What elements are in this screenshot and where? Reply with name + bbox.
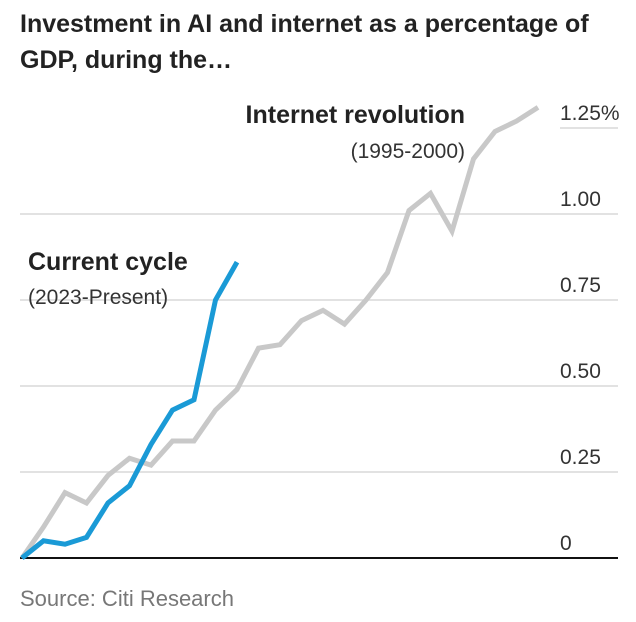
- series-line-internet: [19, 105, 540, 560]
- chart-title: Investment in AI and internet as a perce…: [20, 10, 589, 74]
- legend-current-period: (2023-Present): [28, 286, 168, 309]
- source-note: Source: Citi Research: [20, 586, 234, 611]
- legend-internet-period: (1995-2000): [351, 140, 465, 163]
- legend-internet-name: Internet revolution: [246, 101, 465, 129]
- y-tick-label: 1.00: [560, 188, 601, 211]
- y-tick-label: 0: [560, 532, 572, 555]
- y-tick-label: 0.50: [560, 360, 601, 383]
- y-tick-label: 0.25: [560, 446, 601, 469]
- legend-current-name: Current cycle: [28, 248, 188, 276]
- y-tick-label: 1.25%: [560, 102, 620, 125]
- y-tick-label: 0.75: [560, 274, 601, 297]
